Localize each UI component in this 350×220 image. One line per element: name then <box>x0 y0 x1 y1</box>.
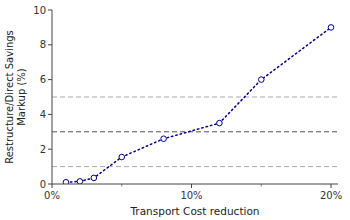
point <box>91 175 97 181</box>
reference-line <box>52 97 338 98</box>
y-tick-label: 2 <box>40 144 46 155</box>
reference-line <box>52 166 338 167</box>
point <box>328 25 334 31</box>
x-tick <box>331 184 332 188</box>
x-tick <box>52 184 53 188</box>
plot-area <box>52 25 338 184</box>
y-axis-label: Restructure/Direct Savings <box>4 30 15 164</box>
y-tick-label: 4 <box>40 109 46 120</box>
x-tick-label: 10% <box>180 190 202 201</box>
y-tick <box>48 184 52 185</box>
y-axis-label: Markup (%) <box>16 68 27 126</box>
reference-line <box>52 131 338 132</box>
x-tick-label: 0% <box>44 190 60 201</box>
y-tick <box>48 79 52 80</box>
point <box>217 120 223 126</box>
x-axis-line <box>52 184 338 185</box>
y-tick <box>48 114 52 115</box>
point <box>258 77 264 83</box>
y-axis-line <box>52 10 53 184</box>
y-tick-label: 0 <box>40 179 46 190</box>
x-tick-label: 20% <box>320 190 342 201</box>
y-tick <box>48 149 52 150</box>
y-tick-label: 6 <box>40 74 46 85</box>
point <box>77 179 83 184</box>
x-axis-label: Transport Cost reduction <box>129 205 259 217</box>
point <box>63 179 69 184</box>
y-tick-label: 10 <box>33 5 46 16</box>
point <box>161 136 167 142</box>
y-tick-label: 8 <box>40 39 46 50</box>
y-tick <box>48 44 52 45</box>
x-tick <box>191 184 192 188</box>
y-tick <box>48 10 52 11</box>
chart: 0 2 4 6 8 10 0% 10% 20% Transport Cost reduction R… <box>0 0 350 220</box>
point <box>119 154 125 160</box>
line <box>66 27 331 182</box>
